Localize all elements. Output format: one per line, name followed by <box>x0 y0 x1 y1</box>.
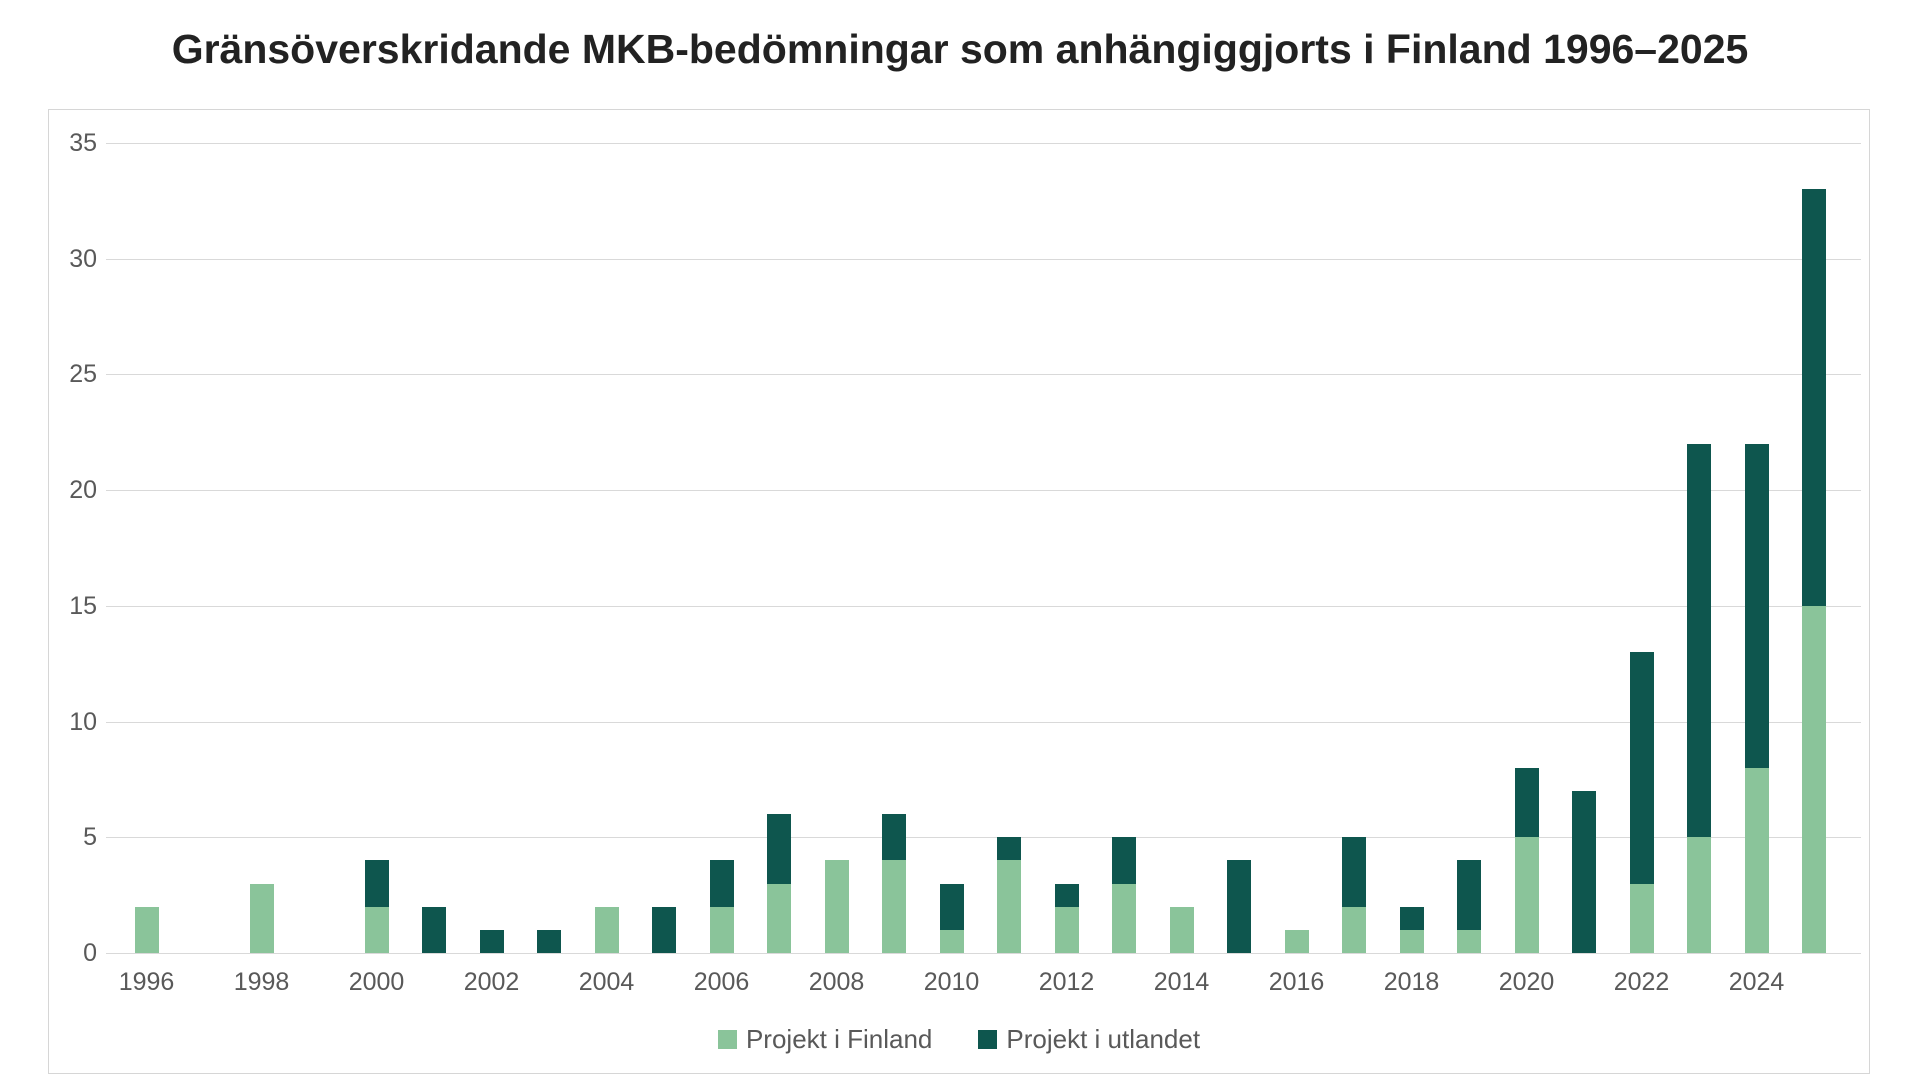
bar-segment-utlandet-2009 <box>882 814 906 861</box>
x-axis-tick-label-2014: 2014 <box>1153 968 1210 996</box>
y-axis-tick-label-10: 10 <box>69 707 97 736</box>
y-axis-tick-label-25: 25 <box>69 360 97 389</box>
gridline-30 <box>106 258 1861 260</box>
y-axis-tick-label-20: 20 <box>69 476 97 505</box>
bar-segment-finland-2016 <box>1284 929 1309 953</box>
gridline-25 <box>106 374 1861 376</box>
chart-legend: Projekt i Finland Projekt i utlandet <box>49 1024 1869 1055</box>
x-axis-tick-label-2016: 2016 <box>1268 968 1325 996</box>
bar-segment-utlandet-2021 <box>1572 790 1596 953</box>
x-axis-tick-label-1996: 1996 <box>118 968 175 996</box>
bar-segment-utlandet-2000 <box>364 860 389 907</box>
bar-segment-utlandet-2019 <box>1457 860 1481 930</box>
y-axis-tick-label-0: 0 <box>83 939 97 967</box>
x-axis-tick-label-2004: 2004 <box>578 968 635 996</box>
bar-segment-utlandet-2010 <box>939 883 964 930</box>
bar-segment-utlandet-2002 <box>479 929 504 953</box>
bar-segment-utlandet-2022 <box>1629 652 1654 884</box>
x-axis-tick-label-2006: 2006 <box>693 968 750 996</box>
bar-segment-finland-2014 <box>1169 906 1194 953</box>
x-axis-tick-label-2000: 2000 <box>348 968 405 996</box>
y-axis-tick-label-35: 35 <box>69 128 97 157</box>
bar-segment-finland-2017 <box>1342 906 1366 953</box>
bar-segment-finland-1996 <box>134 906 159 953</box>
gridline-10 <box>106 721 1861 723</box>
y-axis-tick-label-5: 5 <box>83 823 97 852</box>
x-axis-tick-label-2008: 2008 <box>808 968 865 996</box>
bar-segment-utlandet-2005 <box>652 906 676 953</box>
legend-swatch-utlandet-icon <box>978 1030 998 1049</box>
y-axis-tick-label-30: 30 <box>69 244 97 273</box>
gridline-0 <box>106 953 1861 954</box>
x-axis-tick-label-2018: 2018 <box>1383 968 1440 996</box>
bar-segment-finland-2022 <box>1629 883 1654 953</box>
chart-area: 0 5 10 15 20 25 30 35 1996 1998 2000 2002 2004 2006 20… <box>48 109 1870 1074</box>
bar-segment-utlandet-2001 <box>422 906 446 953</box>
bar-segment-utlandet-2025 <box>1802 189 1826 606</box>
bar-segment-finland-2023 <box>1687 837 1711 953</box>
gridline-15 <box>106 605 1861 607</box>
page-title: Gränsöverskridande MKB-bedömningar som a… <box>171 26 1749 72</box>
bar-segment-finland-2010 <box>939 929 964 953</box>
bar-segment-finland-2007 <box>767 883 791 953</box>
bar-segment-finland-2025 <box>1802 605 1826 953</box>
legend-label: Projekt i utlandet <box>1006 1024 1201 1054</box>
legend-label: Projekt i Finland <box>745 1024 933 1054</box>
bar-segment-utlandet-2018 <box>1399 906 1424 930</box>
bar-segment-finland-2000 <box>364 906 389 953</box>
bar-segment-finland-2012 <box>1054 906 1079 953</box>
x-axis-tick-label-2024: 2024 <box>1728 968 1785 996</box>
gridline-35 <box>106 142 1861 144</box>
bar-segment-finland-2020 <box>1514 837 1539 953</box>
legend-item-projekt-i-finland: Projekt i Finland <box>717 1024 933 1055</box>
bar-segment-utlandet-2007 <box>767 814 791 884</box>
gridline-20 <box>106 490 1861 492</box>
legend-item-projekt-i-utlandet: Projekt i utlandet <box>978 1024 1200 1055</box>
bar-segment-utlandet-2015 <box>1227 860 1251 953</box>
bar-segment-utlandet-2011 <box>997 837 1021 861</box>
x-axis-tick-label-2010: 2010 <box>923 968 980 996</box>
gridline-5 <box>106 837 1861 839</box>
bar-segment-finland-2013 <box>1112 883 1136 953</box>
bar-segment-utlandet-2017 <box>1342 837 1366 907</box>
bar-segment-finland-2006 <box>709 906 734 953</box>
bar-segment-finland-2004 <box>594 906 619 953</box>
bar-segment-utlandet-2023 <box>1687 443 1711 838</box>
bar-segment-finland-2019 <box>1457 929 1481 953</box>
bar-segment-utlandet-2012 <box>1054 883 1079 907</box>
bar-segment-utlandet-2020 <box>1514 767 1539 838</box>
y-axis-tick-label-15: 15 <box>69 591 97 620</box>
bar-segment-finland-2011 <box>997 860 1021 953</box>
x-axis-tick-label-2022: 2022 <box>1613 968 1670 996</box>
bar-segment-utlandet-2024 <box>1744 443 1769 768</box>
bar-segment-finland-2018 <box>1399 929 1424 953</box>
bar-segment-utlandet-2003 <box>537 929 561 953</box>
bar-segment-utlandet-2006 <box>709 860 734 907</box>
bar-segment-finland-2008 <box>824 860 849 953</box>
x-axis-tick-label-2012: 2012 <box>1038 968 1095 996</box>
bar-segment-finland-2024 <box>1744 767 1769 953</box>
x-axis-tick-label-2002: 2002 <box>463 968 520 996</box>
x-axis-tick-label-1998: 1998 <box>233 968 290 996</box>
bar-segment-finland-2009 <box>882 860 906 953</box>
x-axis-tick-label-2020: 2020 <box>1498 968 1555 996</box>
bar-segment-utlandet-2013 <box>1112 837 1136 884</box>
bar-segment-finland-1998 <box>249 883 274 953</box>
legend-swatch-finland-icon <box>717 1030 737 1049</box>
